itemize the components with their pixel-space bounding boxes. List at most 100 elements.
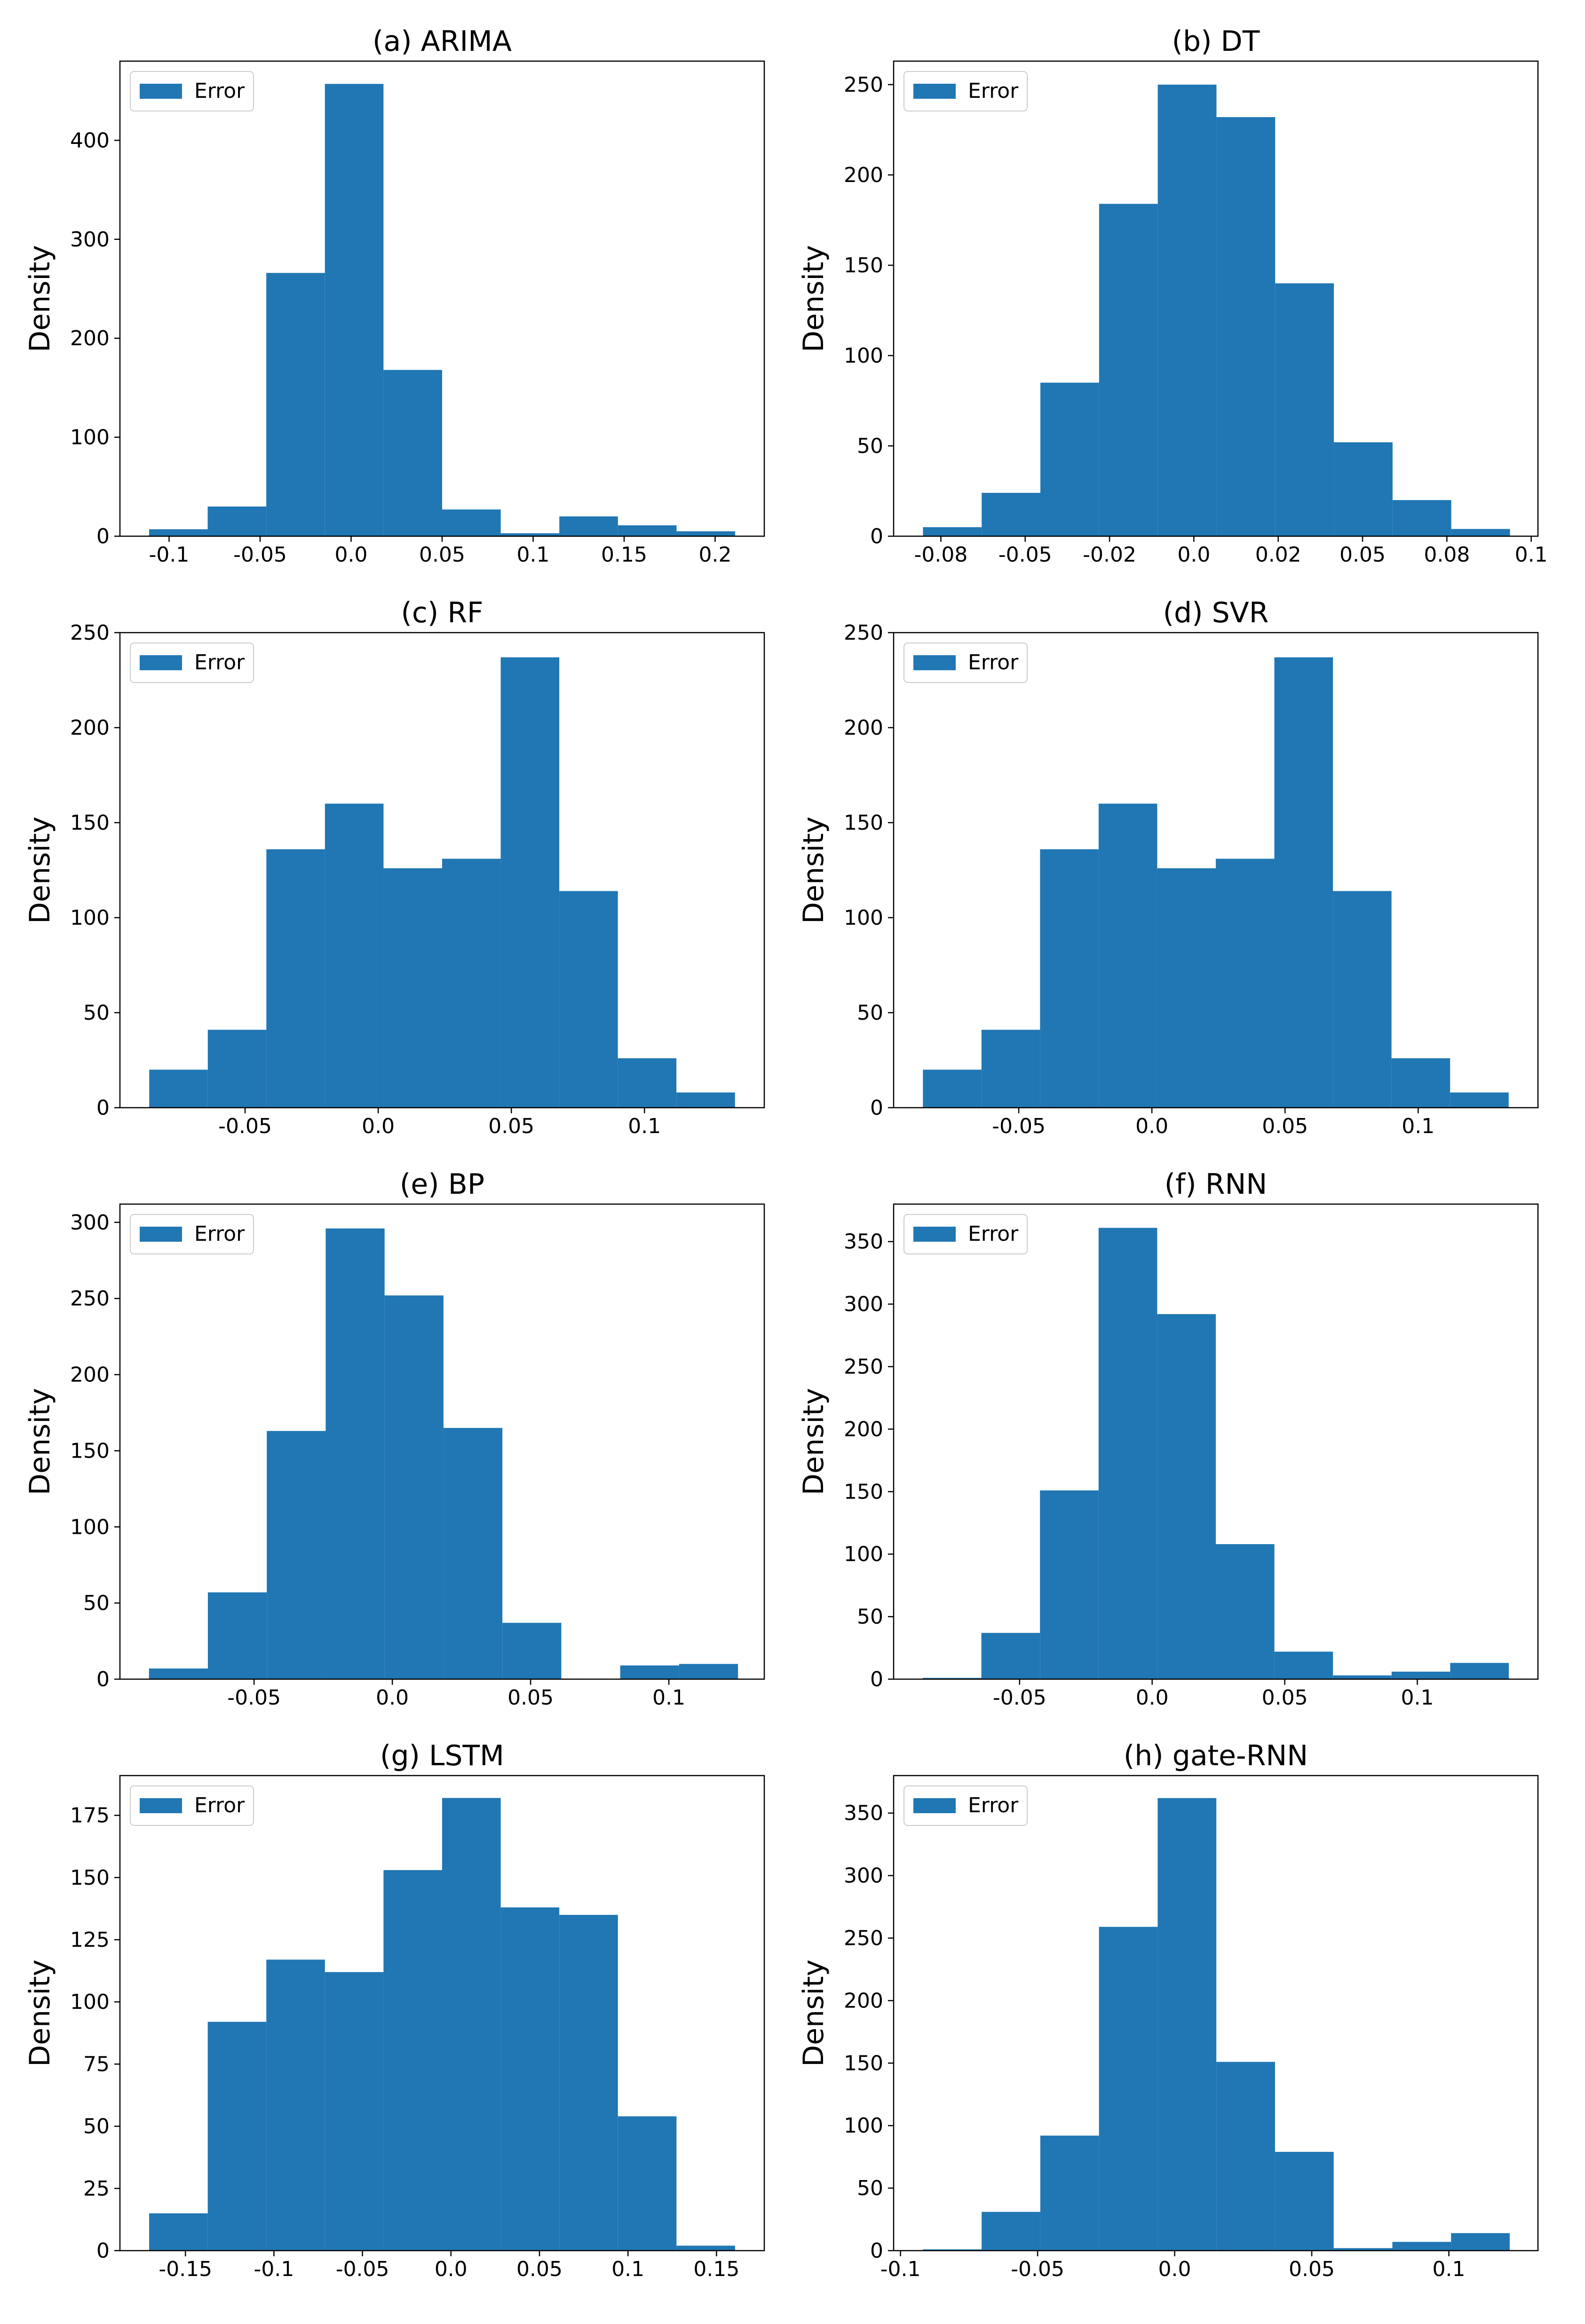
chart-panel-b: (b) DT -0.08 -0.05 -0.02 0.0 0.02 0.05 0.08 0.1 0… (774, 0, 1566, 571)
histogram-bar (1040, 1490, 1099, 1679)
y-tick-label: 250 (70, 1287, 110, 1311)
chart-title: (g) LSTM (380, 1739, 504, 1772)
chart-svg-d: (d) SVR -0.05 0.0 0.05 0.1 0 50 100 150 200 250 Pre… (797, 596, 1539, 1143)
histogram-bar (266, 1959, 325, 2251)
y-tick-label: 100 (70, 1990, 110, 2014)
x-tick-label: -0.05 (993, 1686, 1046, 1710)
histogram-bar (266, 273, 325, 536)
legend-swatch (913, 655, 956, 670)
x-tick-label: 0.1 (1401, 1686, 1434, 1710)
histogram-bar (1040, 382, 1099, 536)
histogram-bar (676, 1092, 735, 1108)
legend: Error (130, 1785, 254, 1826)
legend: Error (903, 642, 1028, 683)
chart-panel-h: (h) gate-RNN -0.1 -0.05 0.0 0.05 0.1 0 50 100 150… (774, 1714, 1566, 2286)
y-tick-label: 250 (844, 1927, 883, 1951)
histogram-bar (1098, 803, 1157, 1108)
y-tick-label: 50 (83, 1591, 110, 1615)
histogram-bar (1451, 2233, 1510, 2251)
legend: Error (903, 1214, 1028, 1254)
histogram-bar (1274, 1651, 1333, 1679)
legend-swatch (913, 1798, 956, 1813)
x-tick-label: -0.05 (233, 543, 287, 567)
x-tick-label: 0.1 (611, 2257, 644, 2281)
histogram-bar (500, 657, 560, 1108)
histogram-bar (207, 2022, 267, 2251)
histogram-bar (982, 492, 1041, 536)
histogram-bar (1392, 2242, 1451, 2251)
x-tick-label: -0.02 (1083, 543, 1136, 567)
histogram-bar (1392, 500, 1451, 536)
legend-label: Error (968, 1793, 1019, 1817)
histogram-bar (1216, 2062, 1275, 2251)
chart-svg-c: (c) RF -0.05 0.0 0.05 0.1 0 50 100 150 200 250 Pred… (24, 596, 765, 1143)
y-tick-label: 0 (96, 1096, 110, 1120)
legend: Error (903, 71, 1028, 111)
legend-swatch (140, 1227, 182, 1242)
histogram-bar (559, 516, 618, 536)
y-tick-label: 100 (844, 1542, 883, 1566)
x-tick-label: 0.0 (335, 543, 368, 567)
legend-box (903, 71, 1028, 111)
y-tick-label: 175 (70, 1804, 110, 1828)
chart-title: (h) gate-RNN (1124, 1739, 1308, 1772)
histogram-bar (383, 1870, 442, 2251)
y-tick-label: 200 (844, 1417, 883, 1441)
y-tick-label: 150 (844, 1480, 883, 1504)
x-tick-label: -0.15 (158, 2257, 212, 2281)
x-tick-label: -0.05 (999, 543, 1052, 567)
chart-panel-e: (e) BP -0.05 0.0 0.05 0.1 0 50 100 150 200 250 300 P… (0, 1143, 792, 1714)
chart-panel-f: (f) RNN -0.05 0.0 0.05 0.1 0 50 100 150 200 250 300… (774, 1143, 1566, 1714)
legend-box (903, 642, 1028, 683)
chart-svg-h: (h) gate-RNN -0.1 -0.05 0.0 0.05 0.1 0 50 100 150… (797, 1739, 1539, 2286)
histogram-bar (1098, 1228, 1157, 1679)
legend-label: Error (968, 650, 1019, 674)
x-tick-label: -0.1 (254, 2257, 294, 2281)
x-tick-label: 0.05 (507, 1686, 554, 1710)
x-tick-label: 0.0 (1158, 2257, 1191, 2281)
histogram-bar (207, 1592, 267, 1679)
x-tick-label: 0.1 (652, 1686, 685, 1710)
x-tick-label: -0.1 (880, 2257, 921, 2281)
y-tick-label: 200 (70, 1363, 110, 1387)
y-tick-label: 350 (844, 1230, 883, 1254)
x-tick-label: -0.05 (218, 1114, 272, 1138)
legend-swatch (140, 84, 182, 99)
y-tick-label: 50 (857, 1605, 883, 1629)
chart-panel-a: (a) ARIMA -0.1 -0.05 0.0 0.05 0.1 0.15 0.2 0 100 2… (0, 0, 792, 571)
histogram-bar (149, 1070, 208, 1108)
histogram-bar (1334, 442, 1393, 536)
legend-label: Error (968, 1222, 1019, 1246)
y-tick-label: 200 (844, 716, 883, 740)
y-tick-label: 200 (70, 716, 110, 740)
histogram-bar (325, 1972, 384, 2251)
y-tick-label: 100 (70, 1515, 110, 1539)
legend-swatch (913, 1227, 956, 1242)
histogram-bar (500, 533, 560, 536)
chart-title: (c) RF (401, 596, 483, 629)
histogram-bar (149, 2213, 208, 2251)
x-axis-label: Prediction Error (%) (304, 2282, 580, 2286)
x-axis-label: Prediction Error (%) (1078, 568, 1354, 571)
histogram-bar (325, 803, 384, 1108)
legend-label: Error (968, 79, 1019, 103)
histogram-bar (559, 1915, 618, 2251)
histogram-bar (620, 1665, 679, 1679)
y-tick-label: 150 (844, 811, 883, 835)
histogram-bar (1391, 1058, 1450, 1108)
x-tick-label: 0.15 (693, 2257, 739, 2281)
histogram-bar (266, 849, 325, 1108)
histogram-bar (679, 1664, 738, 1679)
histogram-bar (1333, 891, 1392, 1108)
histogram-bar (981, 1633, 1040, 1679)
histogram-bar (618, 525, 677, 536)
histogram-bar (443, 1428, 503, 1679)
histogram-bar (1157, 1314, 1216, 1679)
y-tick-label: 100 (70, 426, 110, 450)
y-tick-label: 100 (844, 2114, 883, 2138)
y-tick-label: 200 (70, 326, 110, 350)
y-tick-label: 0 (96, 524, 110, 548)
legend-swatch (913, 84, 956, 99)
legend-label: Error (194, 650, 245, 674)
x-tick-label: 0.0 (1177, 543, 1210, 567)
